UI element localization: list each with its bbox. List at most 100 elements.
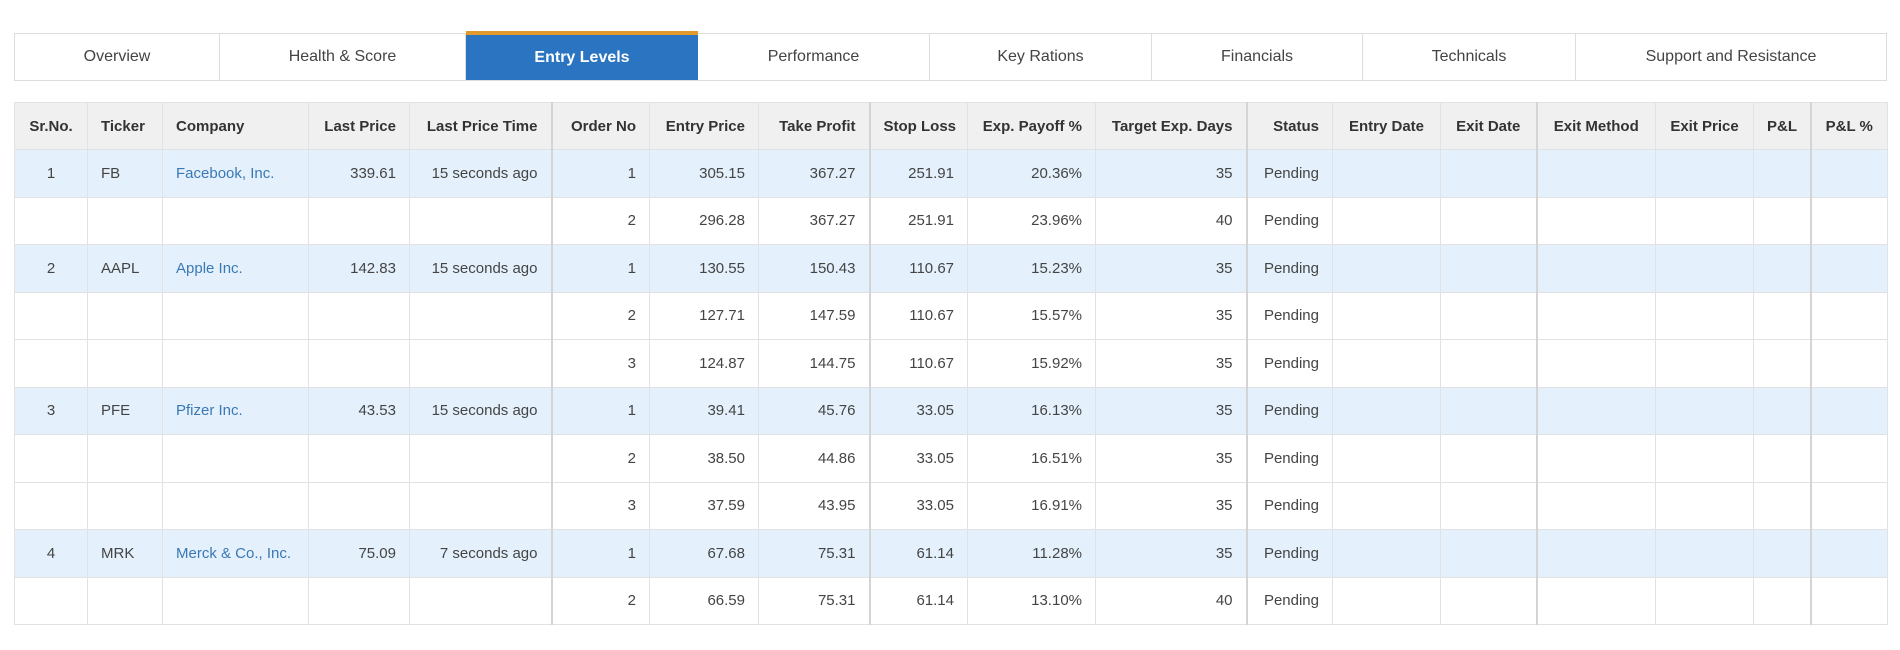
cell-target-exp-days: 35	[1095, 434, 1248, 483]
col-header-entry-price[interactable]: Entry Price	[649, 102, 759, 150]
cell-order-no: 1	[551, 529, 650, 578]
cell-last-price: 43.53	[308, 386, 410, 435]
tab-health-score[interactable]: Health & Score	[220, 34, 466, 80]
cell-stop-loss: 110.67	[869, 291, 968, 340]
cell-ticker	[87, 339, 163, 388]
cell-last-price: 339.61	[308, 149, 410, 198]
cell-sr-no: 4	[14, 529, 88, 578]
cell-exit-price	[1655, 386, 1754, 435]
cell-sr-no: 3	[14, 386, 88, 435]
col-header-exp-payoff[interactable]: Exp. Payoff %	[967, 102, 1096, 150]
col-header-stop-loss[interactable]: Stop Loss	[869, 102, 968, 150]
cell-status: Pending	[1246, 244, 1333, 293]
cell-last-price	[308, 291, 410, 340]
col-header-exit-method[interactable]: Exit Method	[1536, 102, 1656, 150]
tab-performance[interactable]: Performance	[698, 34, 930, 80]
cell-company-link[interactable]: Facebook, Inc.	[162, 149, 309, 198]
cell-sr-no	[14, 576, 88, 625]
cell-stop-loss: 251.91	[869, 196, 968, 245]
cell-pnl-pct	[1810, 386, 1888, 435]
cell-ticker: PFE	[87, 386, 163, 435]
cell-exp-payoff: 15.23%	[967, 244, 1096, 293]
cell-target-exp-days: 40	[1095, 576, 1248, 625]
cell-entry-price: 296.28	[649, 196, 759, 245]
cell-pnl	[1753, 386, 1812, 435]
cell-entry-price: 38.50	[649, 434, 759, 483]
cell-company-link[interactable]: Merck & Co., Inc.	[162, 529, 309, 578]
col-header-status[interactable]: Status	[1246, 102, 1333, 150]
cell-exit-method	[1536, 529, 1656, 578]
cell-entry-date	[1332, 244, 1441, 293]
cell-status: Pending	[1246, 434, 1333, 483]
cell-entry-date	[1332, 196, 1441, 245]
cell-pnl	[1753, 196, 1812, 245]
tab-entry-levels[interactable]: Entry Levels	[466, 31, 698, 80]
cell-target-exp-days: 35	[1095, 244, 1248, 293]
col-header-company[interactable]: Company	[162, 102, 309, 150]
cell-order-no: 2	[551, 434, 650, 483]
cell-status: Pending	[1246, 196, 1333, 245]
cell-exit-method	[1536, 149, 1656, 198]
table-header-row: Sr.No. Ticker Company Last Price Last Pr…	[14, 102, 1888, 150]
cell-company-link[interactable]: Pfizer Inc.	[162, 386, 309, 435]
col-header-ticker[interactable]: Ticker	[87, 102, 163, 150]
col-header-last-price-time[interactable]: Last Price Time	[409, 102, 553, 150]
tab-key-rations[interactable]: Key Rations	[930, 34, 1152, 80]
table-row: 2 66.59 75.31 61.14 13.10% 40 Pending	[14, 576, 1888, 625]
col-header-sr-no[interactable]: Sr.No.	[14, 102, 88, 150]
cell-pnl	[1753, 434, 1812, 483]
col-header-take-profit[interactable]: Take Profit	[758, 102, 871, 150]
cell-status: Pending	[1246, 291, 1333, 340]
cell-take-profit: 147.59	[758, 291, 871, 340]
cell-company-link	[162, 339, 309, 388]
cell-pnl	[1753, 481, 1812, 530]
cell-target-exp-days: 35	[1095, 529, 1248, 578]
col-header-exit-price[interactable]: Exit Price	[1655, 102, 1754, 150]
cell-last-price-time	[409, 434, 553, 483]
cell-exit-price	[1655, 576, 1754, 625]
cell-exit-method	[1536, 196, 1656, 245]
col-header-entry-date[interactable]: Entry Date	[1332, 102, 1441, 150]
cell-target-exp-days: 35	[1095, 481, 1248, 530]
table-row: 2 38.50 44.86 33.05 16.51% 35 Pending	[14, 434, 1888, 483]
col-header-order-no[interactable]: Order No	[551, 102, 650, 150]
cell-pnl-pct	[1810, 339, 1888, 388]
cell-take-profit: 144.75	[758, 339, 871, 388]
tab-overview[interactable]: Overview	[15, 34, 220, 80]
cell-last-price	[308, 434, 410, 483]
cell-status: Pending	[1246, 386, 1333, 435]
cell-last-price	[308, 576, 410, 625]
cell-pnl-pct	[1810, 291, 1888, 340]
tab-support-resistance[interactable]: Support and Resistance	[1645, 48, 1817, 65]
col-header-pnl[interactable]: P&L	[1753, 102, 1812, 150]
cell-exit-method	[1536, 244, 1656, 293]
cell-exit-method	[1536, 481, 1656, 530]
cell-entry-price: 37.59	[649, 481, 759, 530]
cell-ticker: AAPL	[87, 244, 163, 293]
col-header-pnl-pct[interactable]: P&L %	[1810, 102, 1888, 150]
col-header-last-price[interactable]: Last Price	[308, 102, 410, 150]
table-row: 2 127.71 147.59 110.67 15.57% 35 Pending	[14, 291, 1888, 340]
tab-technicals[interactable]: Technicals	[1363, 34, 1576, 80]
cell-take-profit: 150.43	[758, 244, 871, 293]
cell-status: Pending	[1246, 339, 1333, 388]
cell-stop-loss: 33.05	[869, 434, 968, 483]
cell-take-profit: 45.76	[758, 386, 871, 435]
cell-last-price: 75.09	[308, 529, 410, 578]
cell-last-price: 142.83	[308, 244, 410, 293]
cell-company-link[interactable]: Apple Inc.	[162, 244, 309, 293]
cell-exit-date	[1440, 529, 1538, 578]
cell-exit-date	[1440, 196, 1538, 245]
cell-ticker: FB	[87, 149, 163, 198]
tab-financials[interactable]: Financials	[1152, 34, 1363, 80]
cell-exit-date	[1440, 576, 1538, 625]
cell-exit-price	[1655, 196, 1754, 245]
cell-exp-payoff: 16.13%	[967, 386, 1096, 435]
cell-exit-method	[1536, 576, 1656, 625]
col-header-target-exp-days[interactable]: Target Exp. Days	[1095, 102, 1248, 150]
col-header-exit-date[interactable]: Exit Date	[1440, 102, 1538, 150]
cell-pnl	[1753, 244, 1812, 293]
cell-sr-no	[14, 481, 88, 530]
cell-exit-price	[1655, 481, 1754, 530]
table-row: 3 PFE Pfizer Inc. 43.53 15 seconds ago 1 39.41…	[14, 386, 1888, 435]
